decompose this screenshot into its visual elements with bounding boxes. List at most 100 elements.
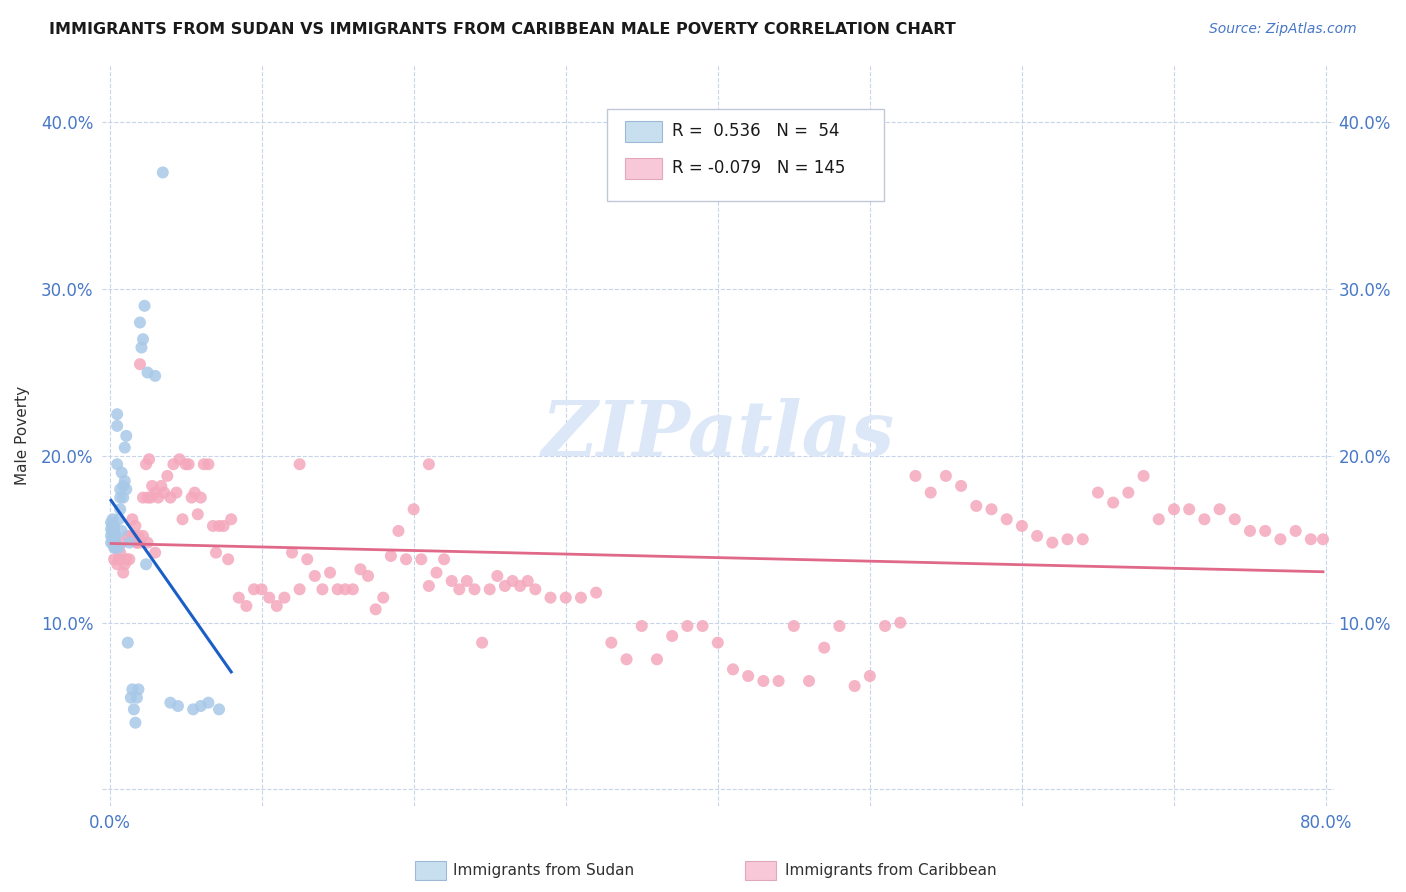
Point bbox=[100, 516, 122, 530]
Point bbox=[159, 491, 181, 505]
Point bbox=[174, 457, 197, 471]
Point bbox=[411, 552, 433, 566]
Point bbox=[828, 619, 851, 633]
Text: Immigrants from Caribbean: Immigrants from Caribbean bbox=[785, 863, 997, 878]
Point bbox=[100, 529, 122, 543]
Point bbox=[118, 552, 141, 566]
Point bbox=[103, 541, 125, 555]
Point bbox=[115, 429, 138, 443]
Point bbox=[1087, 485, 1109, 500]
Point bbox=[995, 512, 1018, 526]
Point bbox=[783, 619, 806, 633]
Point bbox=[1194, 512, 1216, 526]
Point bbox=[100, 522, 122, 536]
Point bbox=[143, 368, 166, 383]
Point bbox=[692, 619, 714, 633]
Point bbox=[118, 535, 141, 549]
Point bbox=[107, 552, 129, 566]
Point bbox=[509, 579, 531, 593]
Point bbox=[1056, 533, 1078, 547]
Point bbox=[134, 299, 156, 313]
Point bbox=[600, 635, 623, 649]
Point bbox=[197, 457, 219, 471]
Point bbox=[104, 535, 127, 549]
Point bbox=[107, 541, 129, 555]
Point bbox=[219, 512, 242, 526]
Point bbox=[190, 491, 212, 505]
Point bbox=[120, 690, 142, 705]
Point bbox=[108, 502, 131, 516]
Point bbox=[395, 552, 418, 566]
Point bbox=[440, 574, 463, 588]
Point bbox=[676, 619, 699, 633]
Point bbox=[288, 457, 311, 471]
Point bbox=[190, 699, 212, 714]
Point bbox=[114, 474, 136, 488]
Point bbox=[904, 469, 927, 483]
Point bbox=[1040, 535, 1063, 549]
Point bbox=[187, 508, 209, 522]
Point bbox=[115, 552, 138, 566]
Point bbox=[950, 479, 973, 493]
Point bbox=[124, 519, 146, 533]
Point bbox=[112, 479, 135, 493]
Point bbox=[103, 519, 125, 533]
Text: Source: ZipAtlas.com: Source: ZipAtlas.com bbox=[1209, 22, 1357, 37]
Point bbox=[418, 457, 440, 471]
Point bbox=[494, 579, 516, 593]
Point bbox=[250, 582, 273, 597]
Point bbox=[1208, 502, 1230, 516]
Point bbox=[1254, 524, 1277, 538]
Point bbox=[183, 485, 205, 500]
Point bbox=[920, 485, 942, 500]
Point bbox=[108, 546, 131, 560]
Point bbox=[502, 574, 524, 588]
Point bbox=[1147, 512, 1170, 526]
Point bbox=[135, 457, 157, 471]
Point bbox=[813, 640, 835, 655]
Point bbox=[257, 591, 280, 605]
Point bbox=[103, 524, 125, 538]
Point bbox=[273, 591, 295, 605]
Point bbox=[889, 615, 911, 630]
Point bbox=[228, 591, 250, 605]
Point bbox=[101, 524, 124, 538]
Point bbox=[357, 569, 380, 583]
Point bbox=[471, 635, 494, 649]
Point bbox=[486, 569, 509, 583]
Point bbox=[121, 512, 143, 526]
Point bbox=[131, 341, 153, 355]
Point bbox=[1011, 519, 1033, 533]
Point bbox=[266, 599, 288, 613]
Point bbox=[1071, 533, 1094, 547]
Point bbox=[105, 407, 128, 421]
Point bbox=[516, 574, 538, 588]
Point bbox=[326, 582, 349, 597]
Point bbox=[136, 366, 159, 380]
Point bbox=[387, 524, 409, 538]
Point bbox=[402, 502, 425, 516]
Point bbox=[197, 696, 219, 710]
Point bbox=[177, 457, 200, 471]
Point bbox=[125, 690, 148, 705]
Point bbox=[103, 533, 125, 547]
Point bbox=[127, 529, 149, 543]
Point bbox=[121, 682, 143, 697]
Point bbox=[288, 582, 311, 597]
Point bbox=[108, 491, 131, 505]
Point bbox=[524, 582, 547, 597]
FancyBboxPatch shape bbox=[626, 121, 662, 142]
Point bbox=[105, 418, 128, 433]
Point bbox=[661, 629, 683, 643]
Point bbox=[418, 579, 440, 593]
Point bbox=[132, 332, 155, 346]
Point bbox=[217, 552, 239, 566]
Point bbox=[319, 566, 342, 580]
Point bbox=[139, 491, 162, 505]
Point bbox=[167, 699, 190, 714]
Point bbox=[844, 679, 866, 693]
Point bbox=[193, 457, 215, 471]
Point bbox=[111, 466, 134, 480]
Point bbox=[433, 552, 456, 566]
Point bbox=[935, 469, 957, 483]
